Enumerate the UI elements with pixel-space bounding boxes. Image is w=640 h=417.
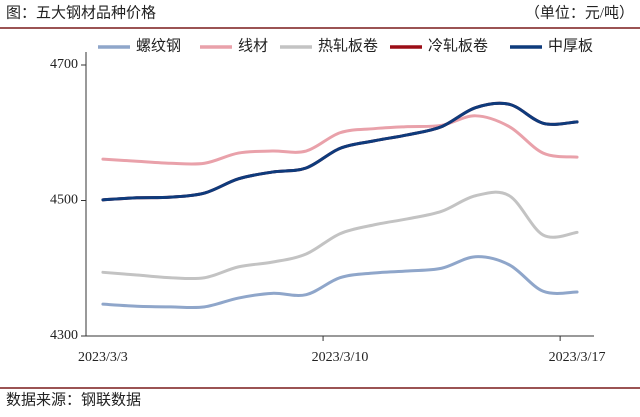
y-tick-label: 4500 xyxy=(50,193,78,208)
x-tick-label: 2023/3/17 xyxy=(549,350,606,365)
series-line xyxy=(101,101,579,202)
chart-title: 图：五大钢材品种价格 xyxy=(6,4,156,21)
x-tick-label: 2023/3/10 xyxy=(312,350,369,365)
series-line xyxy=(101,190,579,281)
source-note: 数据来源：钢联数据 xyxy=(6,391,141,408)
series-line xyxy=(101,101,579,202)
legend-label: 线材 xyxy=(238,37,268,54)
series-line xyxy=(101,255,579,310)
legend-label: 螺纹钢 xyxy=(136,37,181,54)
legend-label: 热轧板卷 xyxy=(318,36,378,54)
y-tick-label: 4700 xyxy=(50,57,78,72)
series-line xyxy=(101,114,579,166)
y-tick-label: 4300 xyxy=(50,328,78,343)
legend-label: 中厚板 xyxy=(548,36,593,54)
legend-label: 冷轧板卷 xyxy=(428,36,488,54)
x-tick-label: 2023/3/3 xyxy=(78,350,128,365)
unit-label: （单位：元/吨） xyxy=(525,4,634,21)
